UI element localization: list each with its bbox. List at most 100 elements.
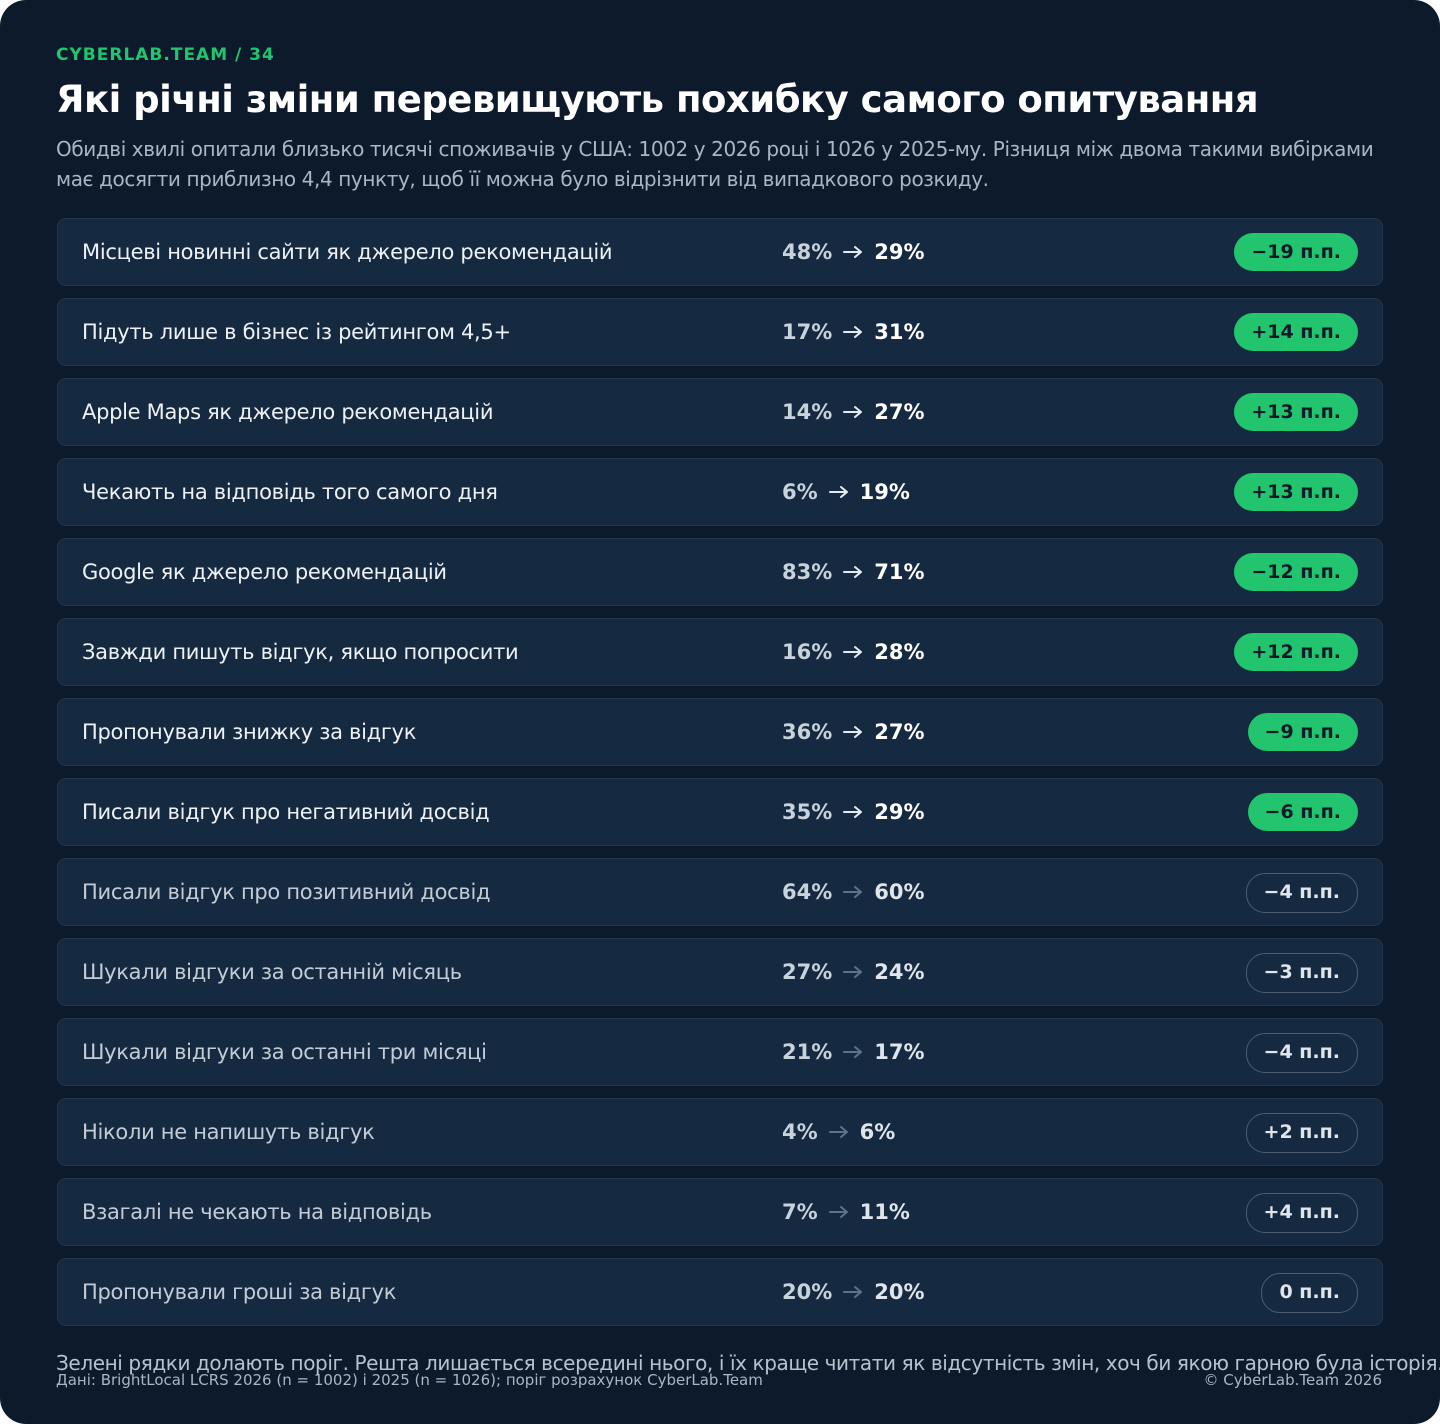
table-row: Місцеві новинні сайти як джерело рекомен…: [57, 218, 1383, 286]
value-from: 48%: [782, 240, 833, 264]
row-label: Чекають на відповідь того самого дня: [82, 480, 498, 504]
change-badge: +12 п.п.: [1234, 633, 1358, 671]
value-to: 60%: [874, 880, 925, 904]
row-label: Пропонували знижку за відгук: [82, 720, 417, 744]
source: Дані: BrightLocal LCRS 2026 (n = 1002) і…: [56, 1371, 763, 1389]
table-row: Взагалі не чекають на відповідь 7% 11% +4 п…: [57, 1178, 1383, 1246]
table-row: Завжди пишуть відгук, якщо попросити 16% 2…: [57, 618, 1383, 686]
values: 14% 27%: [782, 379, 925, 445]
arrow-icon: [843, 1286, 863, 1298]
value-from: 83%: [782, 560, 833, 584]
change-badge: −4 п.п.: [1245, 873, 1358, 913]
value-to: 20%: [874, 1280, 925, 1304]
value-to: 31%: [874, 320, 925, 344]
row-label: Google як джерело рекомендацій: [82, 560, 447, 584]
row-label: Шукали відгуки за останні три місяці: [82, 1040, 487, 1064]
value-from: 7%: [782, 1200, 818, 1224]
value-from: 27%: [782, 960, 833, 984]
value-to: 27%: [874, 720, 925, 744]
value-from: 16%: [782, 640, 833, 664]
value-from: 36%: [782, 720, 833, 744]
values: 64% 60%: [782, 859, 925, 925]
row-label: Шукали відгуки за останній місяць: [82, 960, 462, 984]
table-row: Ніколи не напишуть відгук 4% 6% +2 п.п.: [57, 1098, 1383, 1166]
table-row: Шукали відгуки за останні три місяці 21% 1…: [57, 1018, 1383, 1086]
row-label: Завжди пишуть відгук, якщо попросити: [82, 640, 519, 664]
values: 17% 31%: [782, 299, 925, 365]
value-to: 27%: [874, 400, 925, 424]
table-row: Шукали відгуки за останній місяць 27% 24% −…: [57, 938, 1383, 1006]
title: Які річні зміни перевищують похибку само…: [56, 78, 1259, 121]
change-badge: −9 п.п.: [1247, 713, 1358, 751]
arrow-icon: [828, 1206, 848, 1218]
change-badge: −3 п.п.: [1245, 953, 1358, 993]
values: 35% 29%: [782, 779, 925, 845]
arrow-icon: [843, 406, 863, 418]
values: 7% 11%: [782, 1179, 910, 1245]
change-badge: +4 п.п.: [1245, 1193, 1358, 1233]
row-label: Ніколи не напишуть відгук: [82, 1120, 375, 1144]
arrow-icon: [828, 1126, 848, 1138]
change-badge: +13 п.п.: [1234, 393, 1358, 431]
copyright: © CyberLab.Team 2026: [1203, 1371, 1382, 1389]
value-to: 29%: [874, 240, 925, 264]
row-label: Писали відгук про позитивний досвід: [82, 880, 491, 904]
values: 6% 19%: [782, 459, 910, 525]
value-to: 29%: [874, 800, 925, 824]
values: 21% 17%: [782, 1019, 925, 1085]
values: 48% 29%: [782, 219, 925, 285]
change-badge: −19 п.п.: [1234, 233, 1358, 271]
arrow-icon: [843, 246, 863, 258]
value-to: 11%: [859, 1200, 910, 1224]
table-row: Google як джерело рекомендацій 83% 71% −12 …: [57, 538, 1383, 606]
table-row: Писали відгук про негативний досвід 35% 29…: [57, 778, 1383, 846]
change-badge: +2 п.п.: [1245, 1113, 1358, 1153]
table-row: Пропонували гроші за відгук 20% 20% 0 п.п.: [57, 1258, 1383, 1326]
row-label: Пропонували гроші за відгук: [82, 1280, 397, 1304]
row-label: Взагалі не чекають на відповідь: [82, 1200, 432, 1224]
arrow-icon: [843, 1046, 863, 1058]
table-row: Підуть лише в бізнес із рейтингом 4,5+ 17…: [57, 298, 1383, 366]
kicker: CYBERLAB.TEAM / 34: [56, 45, 275, 65]
arrow-icon: [843, 566, 863, 578]
arrow-icon: [828, 486, 848, 498]
change-badge: −6 п.п.: [1247, 793, 1358, 831]
value-to: 28%: [874, 640, 925, 664]
table-row: Чекають на відповідь того самого дня 6% 19…: [57, 458, 1383, 526]
change-badge: 0 п.п.: [1261, 1273, 1358, 1313]
value-from: 4%: [782, 1120, 818, 1144]
footer-note: Зелені рядки долають поріг. Решта лишаєт…: [56, 1351, 1440, 1375]
value-to: 17%: [874, 1040, 925, 1064]
value-from: 20%: [782, 1280, 833, 1304]
values: 36% 27%: [782, 699, 925, 765]
values: 4% 6%: [782, 1099, 895, 1165]
value-from: 6%: [782, 480, 818, 504]
change-badge: −4 п.п.: [1245, 1033, 1358, 1073]
value-to: 6%: [859, 1120, 896, 1144]
table-row: Писали відгук про позитивний досвід 64% 60…: [57, 858, 1383, 926]
row-label: Місцеві новинні сайти як джерело рекомен…: [82, 240, 613, 264]
arrow-icon: [843, 966, 863, 978]
table-row: Пропонували знижку за відгук 36% 27% −9 п.п…: [57, 698, 1383, 766]
value-to: 19%: [859, 480, 910, 504]
change-badge: +13 п.п.: [1234, 473, 1358, 511]
row-label: Писали відгук про негативний досвід: [82, 800, 490, 824]
value-to: 24%: [874, 960, 925, 984]
subtitle: Обидві хвилі опитали близько тисячі спож…: [56, 137, 1374, 191]
value-from: 64%: [782, 880, 833, 904]
arrow-icon: [843, 806, 863, 818]
values: 27% 24%: [782, 939, 925, 1005]
arrow-icon: [843, 326, 863, 338]
values: 20% 20%: [782, 1259, 925, 1325]
table-row: Apple Maps як джерело рекомендацій 14% 27%…: [57, 378, 1383, 446]
value-from: 17%: [782, 320, 833, 344]
row-label: Підуть лише в бізнес із рейтингом 4,5+: [82, 320, 511, 344]
value-from: 35%: [782, 800, 833, 824]
value-to: 71%: [874, 560, 925, 584]
arrow-icon: [843, 726, 863, 738]
value-from: 14%: [782, 400, 833, 424]
row-label: Apple Maps як джерело рекомендацій: [82, 400, 494, 424]
values: 83% 71%: [782, 539, 925, 605]
